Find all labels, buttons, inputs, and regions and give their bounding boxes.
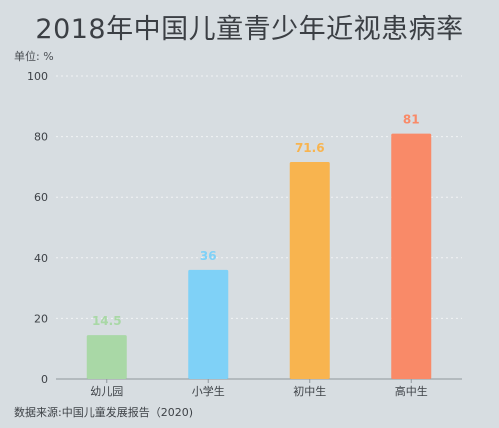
bar <box>289 162 330 379</box>
bar <box>188 269 229 379</box>
bar <box>86 335 127 379</box>
bar-value-label: 81 <box>403 113 420 127</box>
chart-title: 2018年中国儿童青少年近视患病率 <box>35 14 464 45</box>
y-tick-label: 20 <box>34 312 48 325</box>
x-tick-label: 幼儿园 <box>90 385 123 398</box>
x-tick-label: 小学生 <box>192 384 225 398</box>
bar-value-label: 36 <box>200 249 217 263</box>
x-tick-label: 初中生 <box>293 384 326 398</box>
bar-value-label: 71.6 <box>295 141 325 155</box>
x-tick-label: 高中生 <box>395 384 428 398</box>
y-tick-label: 0 <box>41 373 48 386</box>
y-tick-label: 80 <box>34 131 48 144</box>
unit-label: 单位: % <box>14 50 54 63</box>
y-tick-label: 60 <box>34 191 48 204</box>
source-note: 数据来源:中国儿童发展报告（2020) <box>14 406 193 419</box>
bar <box>391 133 432 379</box>
y-tick-label: 40 <box>34 252 48 265</box>
bar-value-label: 14.5 <box>92 314 122 328</box>
y-tick-label: 100 <box>27 70 48 83</box>
